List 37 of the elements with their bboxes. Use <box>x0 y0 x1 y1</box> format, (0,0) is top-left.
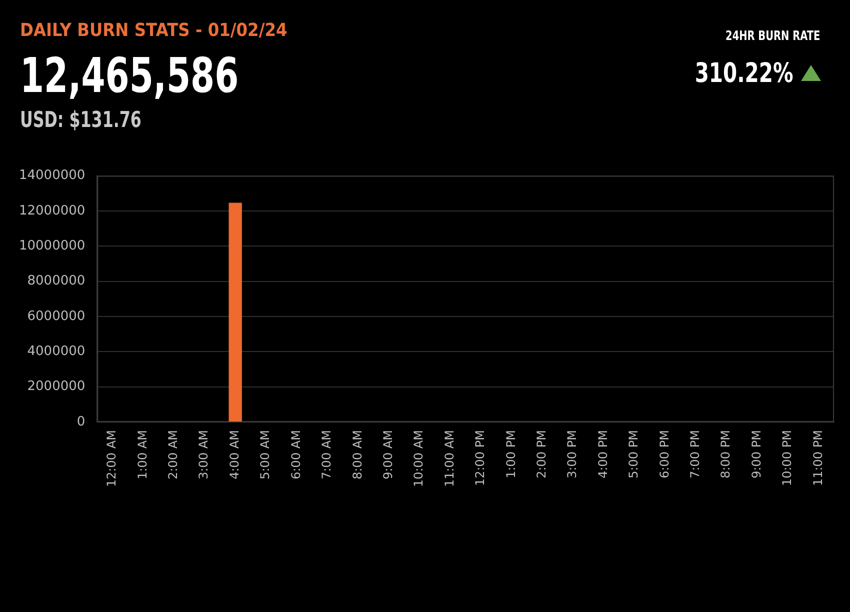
x-tick-label: 9:00 PM <box>749 430 764 478</box>
x-tick-label: 2:00 PM <box>534 430 548 478</box>
x-tick-label: 5:00 PM <box>626 430 641 478</box>
text: 12,465,586 <box>20 48 239 104</box>
y-tick-label: 2000000 <box>27 379 86 394</box>
x-tick-label: 3:00 AM <box>196 430 211 480</box>
x-tick-label: 8:00 AM <box>350 430 364 480</box>
text: 310.22% <box>694 58 793 89</box>
text: USD: $131.76 <box>20 108 142 134</box>
x-tick-label: 8:00 PM <box>718 430 733 478</box>
x-tick-label: 1:00 AM <box>135 430 150 480</box>
x-tick-label: 11:00 AM <box>442 430 456 488</box>
x-tick-label: 2:00 AM <box>166 430 180 480</box>
x-tick-label: 12:00 PM <box>473 430 488 486</box>
y-tick-label: 4000000 <box>27 344 86 360</box>
x-tick-label: 4:00 PM <box>596 430 610 478</box>
y-tick-label: 8000000 <box>27 274 86 289</box>
y-tick-label: 6000000 <box>27 308 86 324</box>
x-tick-label: 7:00 PM <box>688 430 702 478</box>
x-tick-label: 3:00 PM <box>565 430 580 478</box>
x-tick-label: 9:00 AM <box>380 430 395 480</box>
x-tick-label: 10:00 PM <box>780 430 794 486</box>
x-tick-label: 10:00 AM <box>412 430 426 488</box>
x-tick-label: 12:00 AM <box>104 430 119 488</box>
y-tick-label: 10000000 <box>18 238 86 254</box>
x-tick-label: 1:00 PM <box>504 430 518 478</box>
x-tick-label: 4:00 AM <box>227 430 242 480</box>
x-tick-label: 7:00 AM <box>320 430 334 480</box>
y-tick-label: 14000000 <box>18 168 86 184</box>
text: 24HR BURN RATE <box>725 29 820 44</box>
x-tick-label: 11:00 PM <box>810 430 825 486</box>
y-tick-label: 0 <box>76 414 86 430</box>
chart-title: DAILY BURN STATS - 01/02/24 <box>20 20 288 41</box>
x-tick-label: 6:00 AM <box>288 430 303 480</box>
y-tick-label: 12000000 <box>18 203 86 218</box>
x-tick-label: 6:00 PM <box>657 430 672 478</box>
x-tick-label: 5:00 AM <box>258 430 272 480</box>
